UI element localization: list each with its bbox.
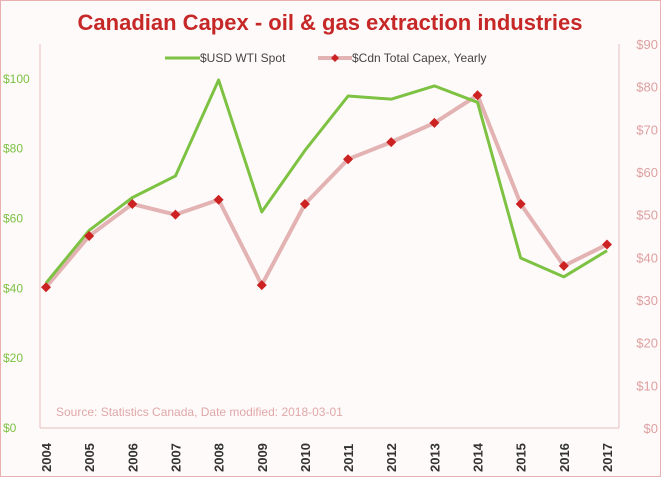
source-note: Source: Statistics Canada, Date modified… [56,405,343,419]
legend-label-capex: $Cdn Total Capex, Yearly [352,51,487,65]
capex-point [515,199,526,209]
left-tick-label: $0 [3,421,17,435]
legend-label-wti: $USD WTI Spot [200,51,286,65]
x-tick-label: 2011 [341,444,356,472]
right-axis: $0 $10 $20 $30 $40 $50 $60 $70 $80 $90 [618,37,658,436]
x-tick-label: 2007 [168,443,183,472]
x-tick-label: 2013 [427,443,442,472]
capex-point [127,199,138,209]
x-tick-label: 2006 [125,443,140,472]
right-tick-label: $40 [636,250,658,265]
capex-point [299,199,310,209]
right-tick-label: $10 [636,378,658,393]
capex-point [170,209,181,220]
right-tick-label: $0 [644,421,658,436]
capex-point [84,231,95,241]
x-axis: 2004 2005 2006 2007 2008 2009 2010 2011 2012 2013… [39,427,619,472]
left-tick-label: $80 [3,142,23,156]
legend: $USD WTI Spot $Cdn Total Capex, Yearly [165,51,487,65]
series-line-capex [44,93,608,289]
x-tick-label: 2010 [298,443,313,472]
capex-point [429,117,440,128]
x-tick-label: 2014 [471,442,486,472]
x-tick-label: 2005 [82,443,97,472]
x-tick-label: 2008 [212,443,227,472]
right-tick-label: $80 [636,80,658,95]
capex-point [558,260,569,271]
x-tick-label: 2015 [514,443,529,472]
left-tick-label: $60 [3,212,23,226]
right-tick-label: $90 [636,37,658,52]
right-tick-label: $70 [636,122,658,137]
left-tick-label: $100 [3,72,30,86]
right-tick-label: $20 [636,336,658,351]
left-tick-label: $20 [3,351,23,365]
x-tick-label: 2004 [39,442,54,472]
capex-point [256,280,267,291]
left-tick-label: $40 [3,281,23,295]
x-tick-label: 2012 [384,443,399,472]
x-tick-label: 2016 [557,443,572,472]
right-tick-label: $60 [636,165,658,180]
chart-title: Canadian Capex - oil & gas extraction in… [78,10,583,35]
x-tick-label: 2009 [255,443,270,472]
series-line-wti [44,78,608,285]
capex-point [472,90,483,101]
capex-point [602,239,612,250]
capex-point [386,137,397,148]
legend-marker-capex [331,54,339,62]
left-axis: $0 $20 $40 $60 $80 $100 [3,44,41,435]
series-markers-capex [41,90,612,293]
x-tick-label: 2017 [600,443,615,472]
capex-point [213,194,224,205]
right-tick-label: $50 [636,208,658,223]
capex-point [343,154,354,165]
right-tick-label: $30 [636,293,658,308]
capex-point [41,282,51,293]
